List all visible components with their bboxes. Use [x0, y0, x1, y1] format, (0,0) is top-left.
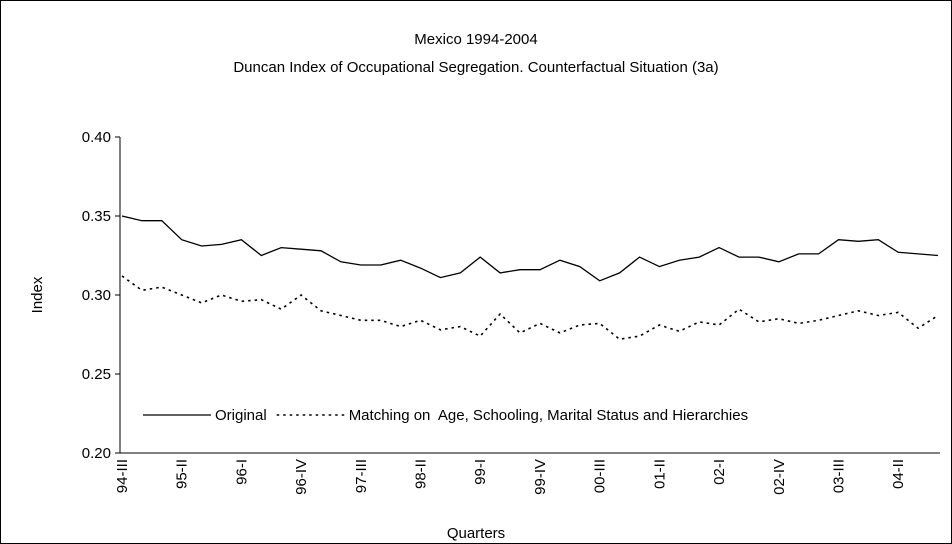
x-tick-label: 00-III [592, 459, 609, 493]
x-tick-label: 03-III [830, 459, 847, 493]
y-axis-label: Index [29, 276, 46, 313]
x-tick-label: 94-III [114, 459, 131, 493]
y-tick-label: 0.35 [82, 208, 111, 225]
series-line [121, 215, 939, 282]
x-tick-label: 95-II [174, 459, 191, 489]
series-line [121, 275, 939, 341]
x-tick-label: 02-I [711, 459, 728, 485]
x-tick-label: 02-IV [771, 459, 788, 495]
legend-label: Matching on Age, Schooling, Marital Stat… [349, 407, 748, 424]
x-tick-label: 99-I [472, 459, 489, 485]
legend-label: Original [215, 407, 267, 424]
x-axis-label: Quarters [447, 525, 505, 542]
chart-title: Mexico 1994-2004 [414, 31, 537, 48]
x-tick-label: 96-IV [293, 459, 310, 495]
chart-subtitle: Duncan Index of Occupational Segregation… [233, 59, 718, 76]
y-tick-label: 0.40 [82, 129, 111, 146]
y-tick-label: 0.30 [82, 287, 111, 304]
x-tick-label: 96-I [233, 459, 250, 485]
y-tick-label: 0.25 [82, 366, 111, 383]
y-tick-label: 0.20 [82, 445, 111, 462]
x-tick-label: 99-IV [532, 459, 549, 495]
x-tick-label: 98-II [413, 459, 430, 489]
x-tick-label: 97-III [353, 459, 370, 493]
x-tick-label: 01-II [651, 459, 668, 489]
x-tick-label: 04-II [890, 459, 907, 489]
